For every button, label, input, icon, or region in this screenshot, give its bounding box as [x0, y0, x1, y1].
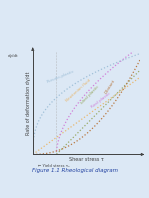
- Text: Dilatant: Dilatant: [104, 79, 116, 95]
- Text: Figure 1.1 Rheological diagram: Figure 1.1 Rheological diagram: [31, 168, 118, 173]
- Text: Newtonian fluid: Newtonian fluid: [65, 78, 91, 103]
- Text: dγ/dt: dγ/dt: [8, 53, 19, 58]
- Text: Ideal plastic: Ideal plastic: [80, 85, 100, 105]
- Text: Real plastic: Real plastic: [91, 91, 112, 109]
- X-axis label: Shear stress τ: Shear stress τ: [69, 157, 104, 162]
- Text: ← Yield stress τ₀: ← Yield stress τ₀: [38, 164, 70, 168]
- Y-axis label: Rate of deformation dγ/dt: Rate of deformation dγ/dt: [26, 71, 31, 135]
- Text: Pseudo-plastic: Pseudo-plastic: [46, 69, 75, 84]
